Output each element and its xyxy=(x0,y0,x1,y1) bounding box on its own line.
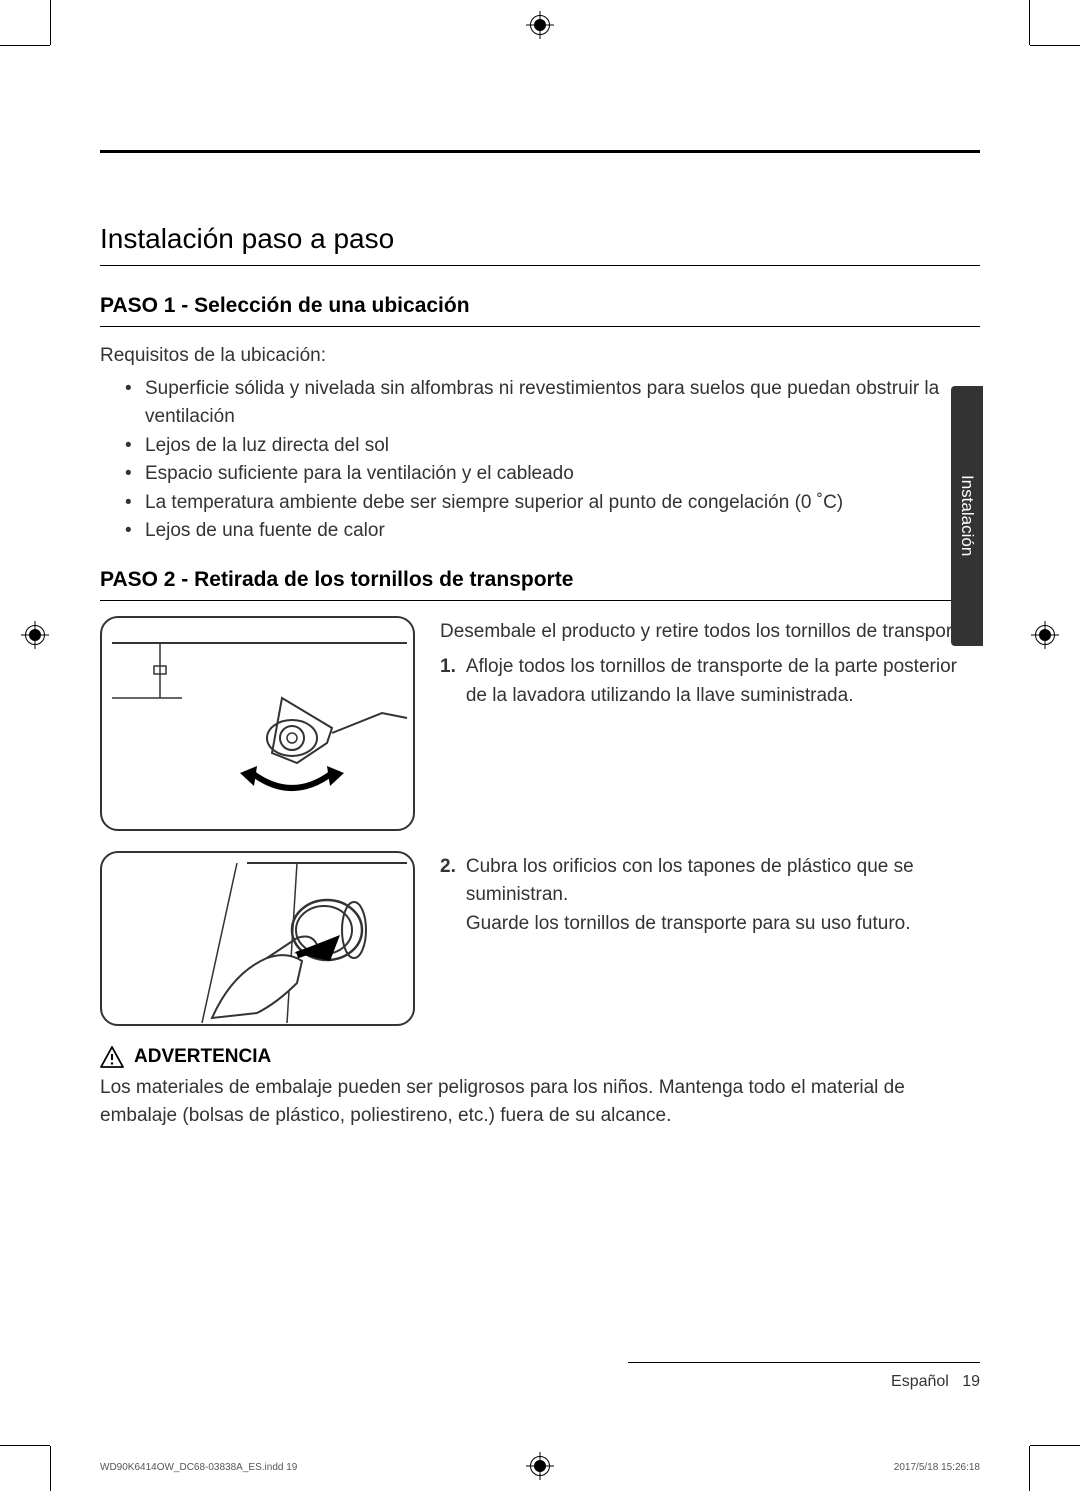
step2-intro: Desembale el producto y retire todos los… xyxy=(440,618,980,646)
list-item: Lejos de una fuente de calor xyxy=(125,517,980,546)
item-text: Cubra los orificios con los tapones de p… xyxy=(466,853,980,939)
list-item: Lejos de la luz directa del sol xyxy=(125,432,980,461)
warning-text: Los materiales de embalaje pueden ser pe… xyxy=(100,1074,980,1131)
step1-title: PASO 1 - Selección de una ubicación xyxy=(100,294,980,327)
footer-page-number: 19 xyxy=(962,1373,980,1390)
step2-row2: 2. Cubra los orificios con los tapones d… xyxy=(100,851,980,1026)
list-item: La temperatura ambiente debe ser siempre… xyxy=(125,489,980,518)
print-timestamp: 2017/5/18 15:26:18 xyxy=(894,1462,980,1473)
step1-bullets: Superficie sólida y nivelada sin alfombr… xyxy=(100,375,980,546)
illustration-cover-holes xyxy=(100,851,415,1026)
print-footer: WD90K6414OW_DC68-03838A_ES.indd 19 2017/… xyxy=(100,1462,980,1473)
item-text: Afloje todos los tornillos de transporte… xyxy=(466,653,980,710)
illustration-loosen-bolts xyxy=(100,616,415,831)
item-number: 1. xyxy=(440,653,456,710)
header-rule xyxy=(100,150,980,153)
warning-icon xyxy=(100,1046,124,1068)
numbered-item-1: 1. Afloje todos los tornillos de transpo… xyxy=(440,653,980,710)
registration-mark-left xyxy=(25,625,45,645)
warning-label: ADVERTENCIA xyxy=(134,1046,271,1068)
footer-language: Español xyxy=(891,1373,949,1390)
warning-header: ADVERTENCIA xyxy=(100,1046,980,1068)
list-item: Superficie sólida y nivelada sin alfombr… xyxy=(125,375,980,432)
registration-mark-top xyxy=(530,15,550,35)
registration-mark-right xyxy=(1035,625,1055,645)
step1-intro: Requisitos de la ubicación: xyxy=(100,342,980,371)
numbered-item-2: 2. Cubra los orificios con los tapones d… xyxy=(440,853,980,939)
section-title: Instalación paso a paso xyxy=(100,223,980,266)
page-footer: Español 19 xyxy=(100,1362,980,1391)
step2-title: PASO 2 - Retirada de los tornillos de tr… xyxy=(100,568,980,601)
list-item: Espacio suficiente para la ventilación y… xyxy=(125,460,980,489)
page-content: Instalación Instalación paso a paso PASO… xyxy=(100,150,980,1431)
print-filename: WD90K6414OW_DC68-03838A_ES.indd 19 xyxy=(100,1462,297,1473)
item-number: 2. xyxy=(440,853,456,939)
step2-row1: Desembale el producto y retire todos los… xyxy=(100,616,980,831)
